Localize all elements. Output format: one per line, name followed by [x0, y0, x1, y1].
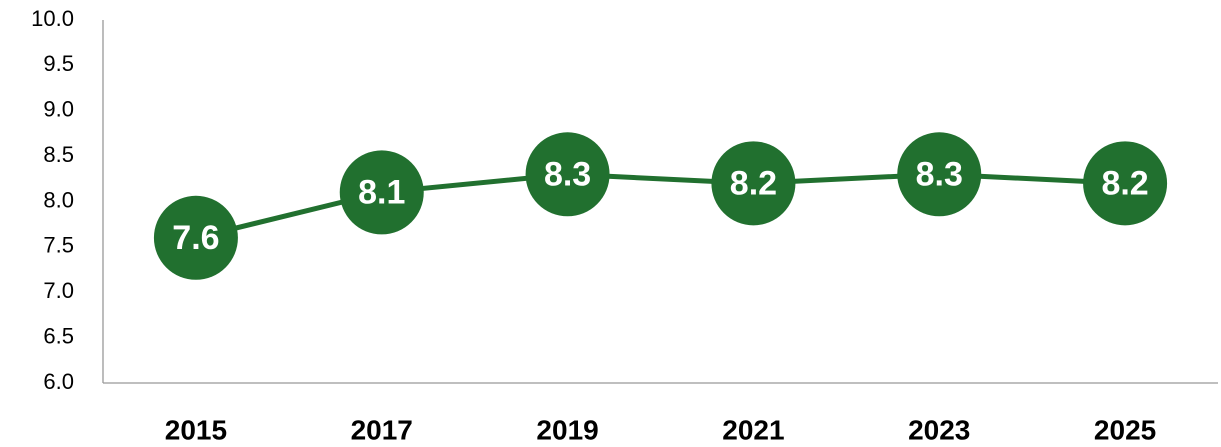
y-tick-label: 9.0	[43, 97, 74, 122]
y-tick-label: 10.0	[31, 6, 74, 31]
data-label: 8.2	[1101, 164, 1148, 202]
marker	[897, 132, 982, 217]
x-tick-label: 2017	[351, 414, 413, 445]
x-tick-label: 2023	[908, 414, 970, 445]
y-tick-label: 8.5	[43, 142, 74, 167]
data-label: 8.3	[916, 155, 963, 193]
y-tick-label: 7.0	[43, 278, 74, 303]
marker	[153, 195, 238, 280]
data-label: 8.1	[358, 173, 405, 211]
x-tick-label: 2019	[536, 414, 598, 445]
line	[195, 171, 1126, 241]
x-tick-label: 2015	[165, 414, 227, 445]
marker	[525, 132, 610, 217]
data-label: 8.2	[730, 164, 777, 202]
marker	[711, 141, 796, 226]
y-tick-label: 6.5	[43, 323, 74, 348]
marker	[339, 150, 424, 235]
y-tick-label: 9.5	[43, 51, 74, 76]
marker	[1083, 141, 1168, 226]
y-tick-label: 8.0	[43, 187, 74, 212]
y-tick-label: 6.0	[43, 369, 74, 394]
data-label: 8.3	[544, 155, 591, 193]
x-tick-label: 2025	[1094, 414, 1156, 445]
data-label: 7.6	[172, 219, 219, 257]
y-tick-label: 7.5	[43, 233, 74, 258]
x-tick-label: 2021	[722, 414, 784, 445]
